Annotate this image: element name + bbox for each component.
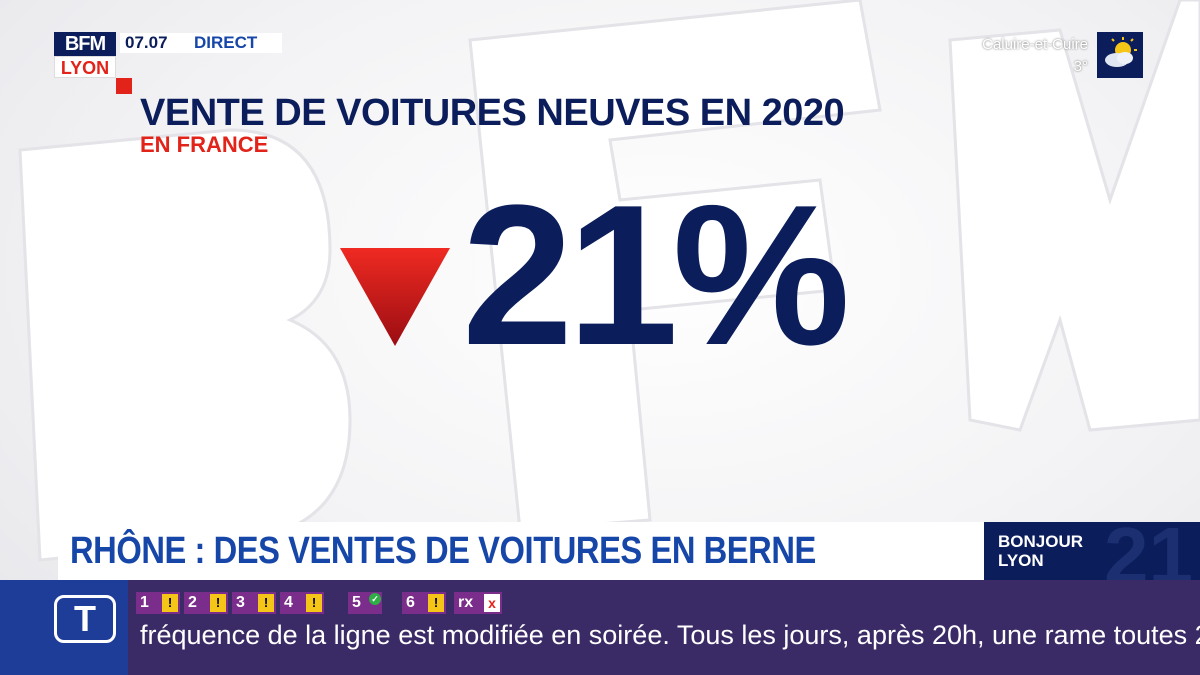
warning-icon: !: [258, 594, 274, 612]
channel-logo: BFM LYON: [54, 32, 116, 78]
weather-city: Caluire-et-Cuire: [982, 36, 1088, 53]
line-chip: 5 ✓: [348, 592, 382, 614]
line-number: 4: [284, 594, 293, 611]
clock-time: 07.07: [125, 33, 168, 52]
show-title-line2: LYON: [998, 551, 1044, 570]
warning-icon: !: [306, 594, 322, 612]
warning-icon: !: [210, 594, 226, 612]
line-chip: 6 !: [402, 592, 446, 614]
line-number: 3: [236, 594, 245, 611]
line-chip: 4 !: [280, 592, 324, 614]
line-number: 5: [352, 594, 361, 611]
warning-icon: !: [428, 594, 444, 612]
down-triangle-icon: [340, 248, 450, 346]
line-chip: 2 !: [184, 592, 228, 614]
graphic-title: VENTE DE VOITURES NEUVES EN 2020: [140, 92, 845, 134]
show-badge: 21 BONJOUR LYON: [984, 522, 1200, 580]
headline-banner: RHÔNE : DES VENTES DE VOITURES EN BERNE: [58, 522, 984, 580]
ticker-text: fréquence de la ligne est modifiée en so…: [140, 620, 1200, 650]
line-chip: 1 !: [136, 592, 180, 614]
check-icon: ✓: [369, 593, 381, 605]
headline-text: RHÔNE : DES VENTES DE VOITURES EN BERNE: [70, 530, 816, 572]
show-title-line1: BONJOUR: [998, 532, 1084, 551]
line-chip: rx x: [454, 592, 502, 614]
channel-logo-city: LYON: [54, 56, 116, 78]
clock-box: 07.07 DIRECT: [120, 33, 282, 53]
channel-logo-bfm: BFM: [54, 32, 116, 56]
show-title: BONJOUR LYON: [998, 532, 1083, 570]
line-number: 2: [188, 594, 197, 611]
graphic-subtitle: EN FRANCE: [140, 132, 269, 157]
line-number: 6: [406, 594, 415, 611]
transport-logo: T: [54, 595, 116, 643]
warning-icon: !: [162, 594, 178, 612]
line-number: rx: [458, 594, 474, 611]
show-decoration: 21: [1104, 522, 1193, 580]
line-number: 1: [140, 594, 149, 611]
accent-square: [116, 78, 132, 94]
closed-icon: x: [484, 594, 500, 612]
live-label: DIRECT: [194, 33, 258, 52]
percentage-value: 21%: [462, 164, 850, 387]
weather-temperature: 3°: [1073, 58, 1088, 75]
sun-cloud-icon: [1097, 32, 1143, 78]
line-chip: 3 !: [232, 592, 276, 614]
